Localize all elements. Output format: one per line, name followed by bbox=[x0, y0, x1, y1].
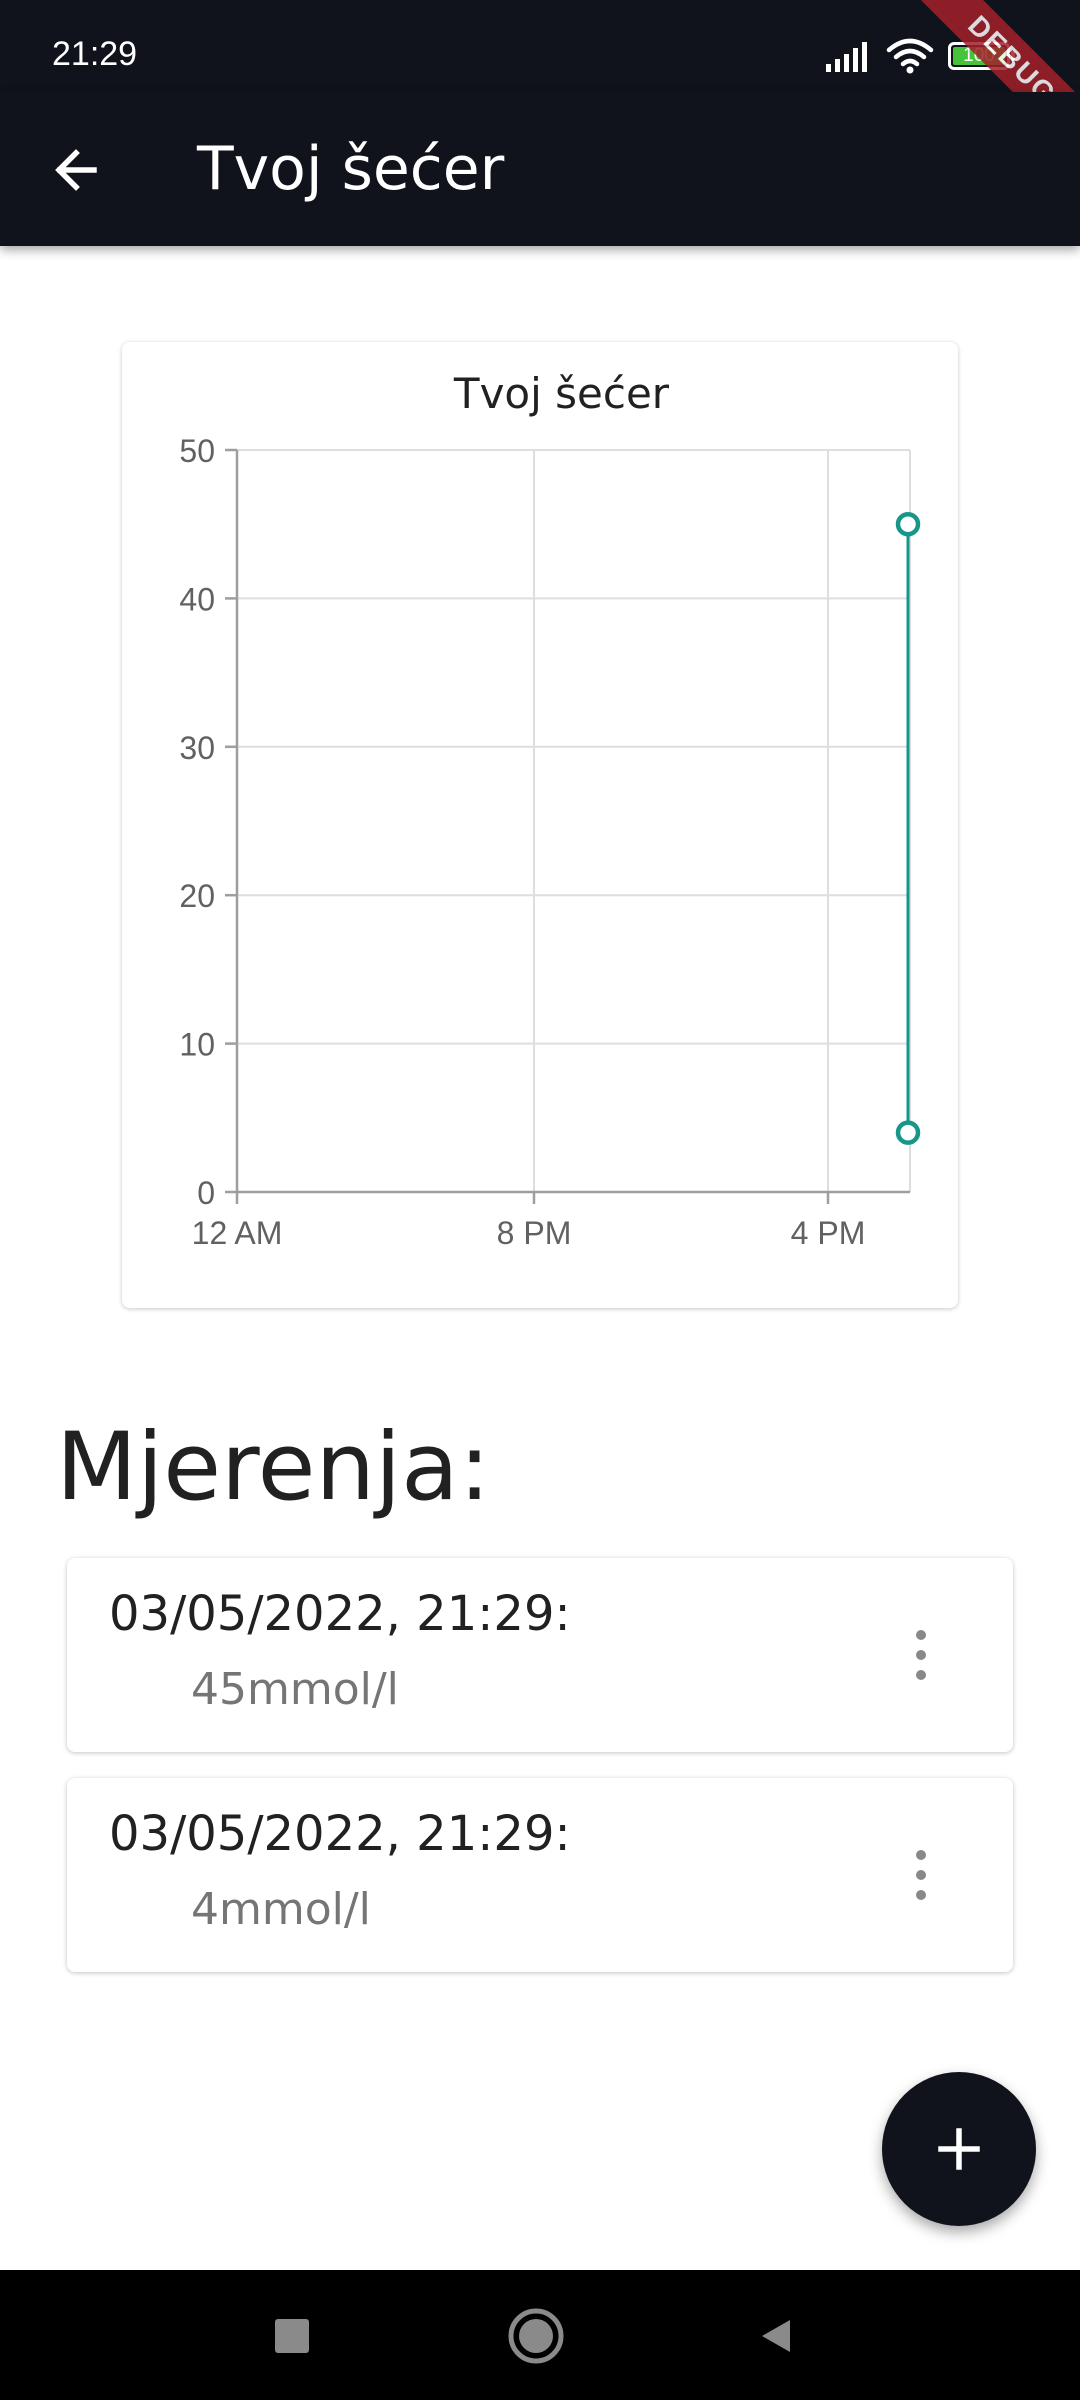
y-tick-label: 0 bbox=[197, 1175, 215, 1211]
measurement-value: 45mmol/l bbox=[191, 1664, 399, 1715]
measurement-card[interactable]: 03/05/2022, 21:29: 4mmol/l bbox=[67, 1778, 1013, 1972]
page-title: Tvoj šećer bbox=[197, 134, 505, 204]
data-point bbox=[895, 1120, 921, 1145]
square-icon bbox=[275, 2319, 309, 2353]
battery-icon: 100 bbox=[948, 42, 1015, 70]
app-bar: Tvoj šećer bbox=[0, 92, 1080, 246]
x-tick-label: 4 PM bbox=[791, 1215, 866, 1251]
more-vert-dot bbox=[916, 1670, 926, 1680]
y-tick-label: 30 bbox=[179, 730, 215, 766]
arrow-left-icon bbox=[55, 149, 97, 191]
y-tick-label: 20 bbox=[179, 878, 215, 914]
back-nav-button[interactable] bbox=[740, 2300, 812, 2372]
chart-title: Tvoj šećer bbox=[453, 369, 670, 418]
battery-nub bbox=[1011, 51, 1015, 61]
circle-home-icon bbox=[508, 2308, 564, 2364]
more-vert-dot bbox=[916, 1870, 926, 1880]
more-vert-icon bbox=[916, 1630, 926, 1640]
add-measurement-button[interactable] bbox=[882, 2072, 1036, 2226]
home-button[interactable] bbox=[500, 2300, 572, 2372]
measurement-date: 03/05/2022, 21:29: bbox=[109, 1586, 571, 1642]
data-point bbox=[895, 511, 921, 537]
status-icons: 100 bbox=[824, 38, 1015, 74]
chart-card: Tvoj šećer 0 10 20 30 40 50 12 AM 8 PM 4 PM bbox=[122, 342, 958, 1308]
x-tick-label: 8 PM bbox=[497, 1215, 572, 1251]
system-nav-bar bbox=[0, 2270, 1080, 2400]
status-bar: 21:29 100 DEBUG bbox=[0, 0, 1080, 168]
y-tick-label: 10 bbox=[179, 1027, 215, 1063]
y-tick-label: 50 bbox=[179, 433, 215, 469]
status-time: 21:29 bbox=[52, 35, 138, 73]
measurements-title: Mjerenja: bbox=[56, 1413, 491, 1522]
sugar-chart: Tvoj šećer 0 10 20 30 40 50 12 AM 8 PM 4 PM bbox=[179, 369, 921, 1251]
measurement-value: 4mmol/l bbox=[191, 1884, 371, 1935]
recents-button[interactable] bbox=[256, 2300, 328, 2372]
plus-icon bbox=[938, 2128, 980, 2170]
more-vert-icon bbox=[916, 1850, 926, 1860]
back-button[interactable] bbox=[34, 128, 118, 212]
y-tick-label: 40 bbox=[179, 581, 215, 617]
x-tick-label: 12 AM bbox=[192, 1215, 283, 1251]
measurement-date: 03/05/2022, 21:29: bbox=[109, 1806, 571, 1862]
more-vert-dot bbox=[916, 1890, 926, 1900]
more-vert-dot bbox=[916, 1650, 926, 1660]
more-options-button[interactable] bbox=[907, 1850, 935, 1900]
battery-level: 100 bbox=[963, 45, 995, 66]
signal-icon bbox=[826, 42, 867, 72]
wifi-icon bbox=[886, 38, 934, 74]
measurement-card[interactable]: 03/05/2022, 21:29: 45mmol/l bbox=[67, 1558, 1013, 1752]
triangle-back-icon bbox=[762, 2320, 790, 2352]
more-options-button[interactable] bbox=[907, 1630, 935, 1680]
